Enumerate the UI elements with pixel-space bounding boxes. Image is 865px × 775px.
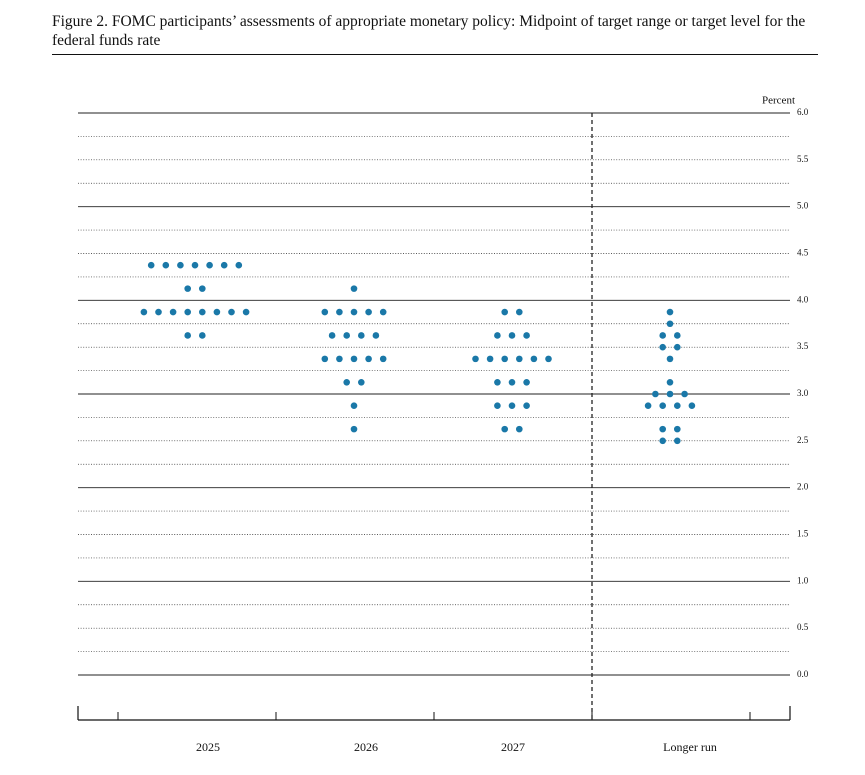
dot	[169, 308, 177, 316]
dot	[350, 355, 358, 363]
dot	[235, 261, 243, 269]
dot	[516, 355, 523, 363]
dot	[674, 343, 681, 351]
dot	[516, 425, 523, 433]
dot	[206, 261, 213, 269]
y-tick-label: 6.0	[797, 107, 809, 117]
dot	[674, 425, 681, 433]
dot	[162, 261, 170, 269]
dot	[666, 378, 674, 386]
dot	[358, 332, 365, 339]
dot	[659, 402, 666, 410]
dot	[674, 437, 681, 445]
dot	[343, 378, 351, 386]
dot	[350, 308, 358, 316]
dot	[213, 308, 221, 316]
dot	[336, 308, 343, 316]
dot	[321, 308, 329, 316]
dot	[659, 437, 666, 445]
dot	[140, 308, 148, 316]
dot	[659, 343, 666, 351]
dot	[472, 355, 479, 363]
dot	[184, 332, 191, 339]
dot	[666, 308, 674, 316]
x-tick-label: 2027	[501, 740, 525, 754]
dot	[644, 402, 652, 410]
x-tick-label: 2026	[354, 740, 378, 754]
dot	[177, 261, 184, 269]
y-axis-label: Percent	[762, 95, 795, 107]
dot	[191, 261, 199, 269]
dot	[508, 402, 516, 410]
dot	[516, 308, 523, 316]
y-tick-label: 4.0	[797, 294, 809, 304]
dot	[350, 425, 358, 433]
dot	[242, 308, 250, 316]
x-tick-label: 2025	[196, 740, 220, 754]
y-tick-label: 4.5	[797, 248, 809, 258]
dot	[365, 308, 372, 316]
y-tick-label: 5.5	[797, 154, 809, 164]
dot	[336, 355, 343, 363]
y-tick-label: 3.0	[797, 388, 809, 398]
dot	[220, 261, 228, 269]
dot	[666, 355, 674, 363]
dot	[147, 261, 155, 269]
dot	[199, 285, 206, 292]
dot	[666, 390, 674, 398]
dot	[652, 390, 659, 398]
dot	[155, 308, 162, 316]
dot	[321, 355, 329, 363]
dot	[199, 332, 206, 339]
dot	[666, 320, 674, 328]
dot	[379, 355, 387, 363]
dot	[350, 402, 358, 410]
dot	[328, 332, 336, 339]
y-tick-label: 2.0	[797, 482, 809, 492]
dot	[486, 355, 494, 363]
dot	[523, 378, 530, 386]
y-tick-label: 1.5	[797, 529, 809, 539]
dot	[494, 378, 501, 386]
y-tick-label: 5.0	[797, 201, 809, 211]
dot	[350, 285, 358, 292]
dot	[523, 402, 530, 410]
dot	[681, 390, 688, 398]
dot	[228, 308, 235, 316]
dot	[530, 355, 538, 363]
dot	[343, 332, 351, 339]
dot	[501, 355, 509, 363]
dot	[494, 332, 501, 339]
dot	[659, 332, 666, 339]
dot	[545, 355, 552, 363]
dot	[372, 332, 380, 339]
dot	[184, 308, 191, 316]
dot	[508, 332, 516, 339]
dot	[674, 332, 681, 339]
dot	[379, 308, 387, 316]
dot	[674, 402, 681, 410]
dot	[494, 402, 501, 410]
dot	[501, 308, 509, 316]
dot	[199, 308, 206, 316]
y-tick-label: 3.5	[797, 341, 809, 351]
y-tick-label: 0.0	[797, 669, 809, 679]
title-rule	[52, 54, 818, 55]
dot	[508, 378, 516, 386]
dot	[365, 355, 372, 363]
dot	[688, 402, 696, 410]
x-tick-label: Longer run	[663, 740, 717, 754]
dot	[501, 425, 509, 433]
dot	[184, 285, 191, 292]
dot	[523, 332, 530, 339]
y-tick-label: 2.5	[797, 435, 809, 445]
y-tick-label: 0.5	[797, 622, 809, 632]
chart-title: Figure 2. FOMC participants’ assessments…	[52, 13, 806, 49]
dot	[659, 425, 666, 433]
y-tick-label: 1.0	[797, 575, 809, 585]
dot	[358, 378, 365, 386]
